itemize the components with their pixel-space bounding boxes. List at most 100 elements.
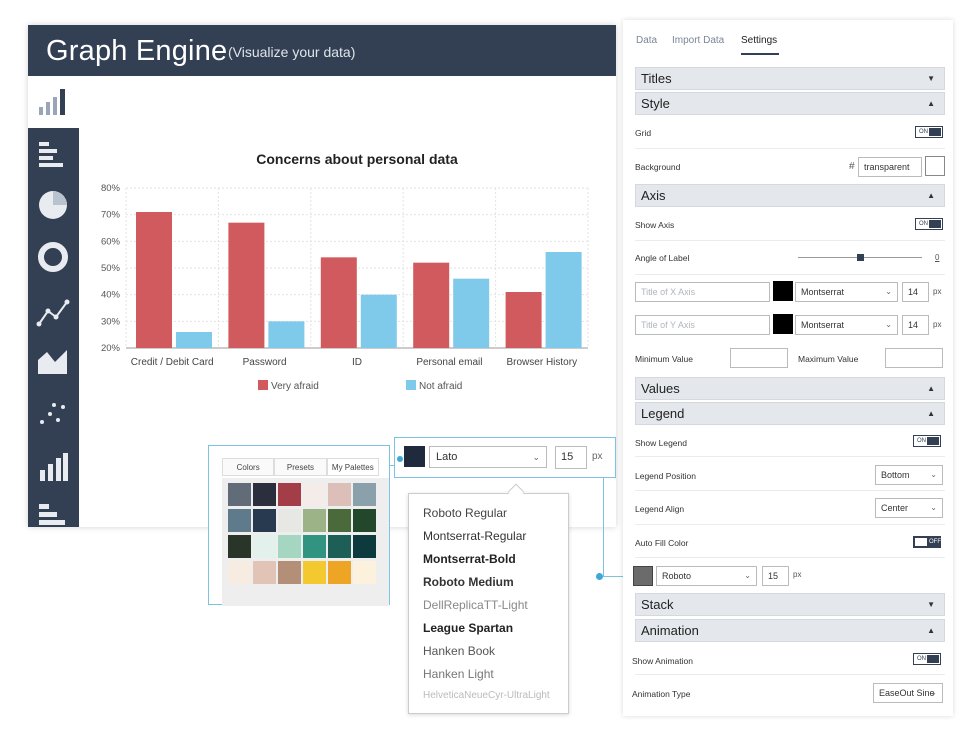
show-legend-toggle[interactable]: ON (913, 435, 941, 447)
color-swatch[interactable] (253, 509, 276, 532)
font-option[interactable]: Roboto Medium (423, 575, 514, 589)
autofill-font-select[interactable]: Roboto ⌄ (656, 566, 757, 586)
color-swatch[interactable] (328, 561, 351, 584)
y-axis-color-swatch[interactable] (773, 314, 793, 334)
chevron-down-icon: ⌄ (885, 320, 892, 329)
color-swatch[interactable] (253, 535, 276, 558)
legend-position-select[interactable]: Bottom ⌄ (875, 465, 943, 485)
color-swatch[interactable] (328, 483, 351, 506)
angle-slider-handle[interactable] (857, 254, 864, 261)
background-color-input[interactable]: transparent (858, 157, 922, 177)
autofill-font-size-input[interactable]: 15 (762, 566, 789, 586)
y-axis-font-size-input[interactable]: 14 (902, 315, 929, 335)
color-swatch[interactable] (303, 509, 326, 532)
tab-data[interactable]: Data (636, 35, 658, 46)
font-option[interactable]: Hanken Light (423, 667, 494, 681)
section-animation[interactable]: Animation ▲ (635, 619, 945, 642)
bar-chart-icon[interactable] (36, 450, 70, 484)
color-swatch[interactable] (353, 509, 376, 532)
font-option[interactable]: DellReplicaTT-Light (423, 598, 528, 612)
color-swatch[interactable] (228, 535, 251, 558)
show-animation-toggle[interactable]: ON (913, 653, 941, 665)
x-tick-label: Personal email (416, 357, 482, 368)
min-value-input[interactable] (730, 348, 788, 368)
tab-settings[interactable]: Settings (741, 35, 778, 46)
stacked-bar-icon[interactable] (36, 498, 70, 527)
color-swatch[interactable] (278, 509, 301, 532)
horizontal-bar-chart-icon[interactable] (36, 138, 70, 172)
color-swatch[interactable] (303, 483, 326, 506)
color-swatch[interactable] (228, 483, 251, 506)
bar (505, 292, 542, 348)
font-option[interactable]: HelveticaNeueCyr-UltraLight (423, 690, 550, 701)
tab-my-palettes[interactable]: My Palettes (326, 458, 379, 475)
font-option[interactable]: Montserrat-Bold (423, 552, 516, 566)
color-swatch[interactable] (353, 483, 376, 506)
scatter-chart-icon[interactable] (36, 398, 70, 432)
color-swatch[interactable] (228, 561, 251, 584)
color-swatch[interactable] (353, 535, 376, 558)
hash-symbol: # (849, 161, 855, 172)
x-axis-color-swatch[interactable] (773, 281, 793, 301)
color-swatch[interactable] (253, 483, 276, 506)
connector-dot (596, 573, 603, 580)
chevron-down-icon: ⌄ (930, 688, 937, 697)
tab-colors[interactable]: Colors (222, 458, 275, 475)
font-size-input[interactable]: 15 (555, 446, 587, 469)
font-color-swatch[interactable] (404, 446, 425, 467)
section-values[interactable]: Values ▲ (635, 377, 945, 400)
pie-chart-icon[interactable] (36, 188, 70, 222)
line-chart-icon[interactable] (36, 296, 70, 330)
section-axis-label: Axis (641, 188, 666, 203)
donut-chart-icon[interactable] (36, 240, 70, 274)
palette-row (228, 509, 383, 532)
autofill-size-unit: px (793, 570, 802, 579)
color-swatch[interactable] (253, 561, 276, 584)
animation-type-select[interactable]: EaseOut Sine ⌄ (873, 683, 943, 703)
x-axis-title-input[interactable]: Title of X Axis (635, 282, 770, 302)
show-axis-label: Show Axis (635, 220, 675, 230)
color-swatch[interactable] (303, 535, 326, 558)
y-axis-title-input[interactable]: Title of Y Axis (635, 315, 770, 335)
area-chart-icon[interactable] (36, 344, 70, 378)
chart-title: Concerns about personal data (256, 151, 458, 167)
background-color-swatch[interactable] (925, 156, 945, 176)
chevron-down-icon: ⌄ (930, 470, 937, 479)
tab-import-data[interactable]: Import Data (672, 35, 725, 46)
color-swatch[interactable] (328, 535, 351, 558)
legend-align-select[interactable]: Center ⌄ (875, 498, 943, 518)
x-axis-size-unit: px (933, 287, 942, 296)
x-axis-font-size-input[interactable]: 14 (902, 282, 929, 302)
section-legend[interactable]: Legend ▲ (635, 402, 945, 425)
y-axis-font-select[interactable]: Montserrat ⌄ (795, 315, 898, 335)
color-swatch[interactable] (228, 509, 251, 532)
section-titles[interactable]: Titles ▼ (635, 67, 945, 90)
color-swatch[interactable] (278, 561, 301, 584)
font-option[interactable]: Montserrat-Regular (423, 529, 527, 543)
section-stack[interactable]: Stack ▼ (635, 593, 945, 616)
max-value-input[interactable] (885, 348, 943, 368)
font-option[interactable]: League Spartan (423, 621, 514, 635)
autofill-color-swatch[interactable] (633, 566, 653, 586)
auto-fill-toggle[interactable]: OFF (913, 536, 941, 548)
section-animation-label: Animation (641, 623, 699, 638)
font-option[interactable]: Hanken Book (423, 644, 496, 658)
chevron-down-icon: ⌄ (930, 503, 937, 512)
section-style[interactable]: Style ▲ (635, 92, 945, 115)
toggle-knob (927, 655, 939, 663)
font-family-select[interactable]: Lato ⌄ (429, 446, 547, 468)
x-axis-font-select[interactable]: Montserrat ⌄ (795, 282, 898, 302)
color-swatch[interactable] (353, 561, 376, 584)
section-axis[interactable]: Axis ▲ (635, 184, 945, 207)
color-swatch[interactable] (328, 509, 351, 532)
color-swatch[interactable] (303, 561, 326, 584)
grid-toggle[interactable]: ON (915, 126, 943, 138)
grid-toggle-text: ON (919, 129, 928, 135)
chevron-up-icon: ▲ (927, 99, 935, 108)
font-option[interactable]: Roboto Regular (423, 506, 508, 520)
color-swatch[interactable] (278, 535, 301, 558)
show-axis-toggle[interactable]: ON (915, 218, 943, 230)
tab-presets[interactable]: Presets (274, 458, 327, 475)
color-swatch[interactable] (278, 483, 301, 506)
